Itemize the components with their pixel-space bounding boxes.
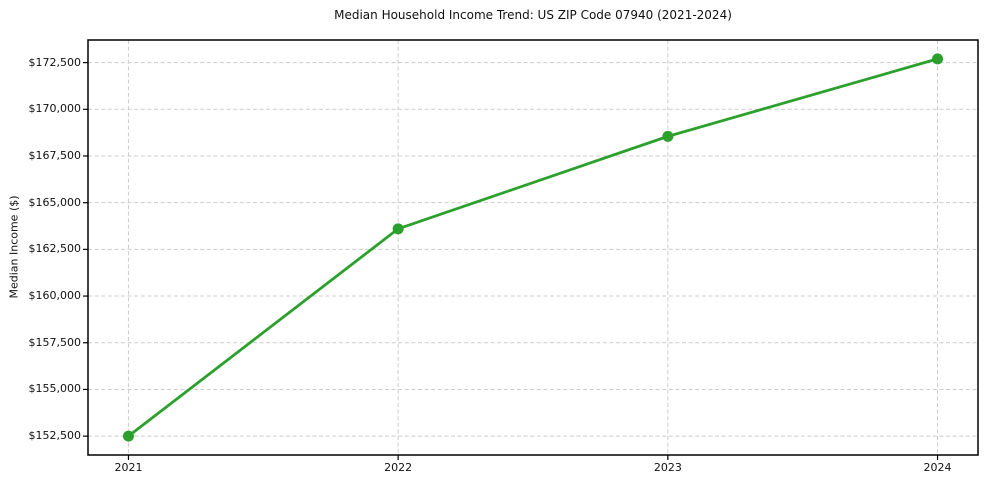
- x-tick-label: 2023: [653, 461, 682, 474]
- x-tick-label: 2024: [923, 461, 952, 474]
- income-line: [127, 57, 939, 438]
- x-tick-label: 2022: [384, 461, 413, 474]
- y-tick-label: $165,000: [28, 195, 82, 209]
- y-tick-label: $155,000: [28, 382, 82, 396]
- y-tick-label: $157,500: [28, 335, 82, 349]
- x-tick-label: 2021: [114, 461, 143, 474]
- y-tick-label: $172,500: [28, 55, 82, 69]
- axes-border: [87, 39, 979, 456]
- chart-title: Median Household Income Trend: US ZIP Co…: [334, 8, 732, 22]
- data-point-2023: [662, 130, 674, 142]
- y-tick-label: $160,000: [28, 289, 82, 303]
- y-tick-label: $152,500: [28, 429, 82, 443]
- y-tick-label: $167,500: [28, 148, 82, 162]
- data-point-2022: [392, 223, 404, 235]
- data-point-2024: [932, 53, 944, 65]
- y-tick-label: $170,000: [28, 102, 82, 116]
- plot-area: [83, 39, 979, 460]
- data-point-2021: [122, 430, 134, 442]
- y-tick-label: $162,500: [28, 242, 82, 256]
